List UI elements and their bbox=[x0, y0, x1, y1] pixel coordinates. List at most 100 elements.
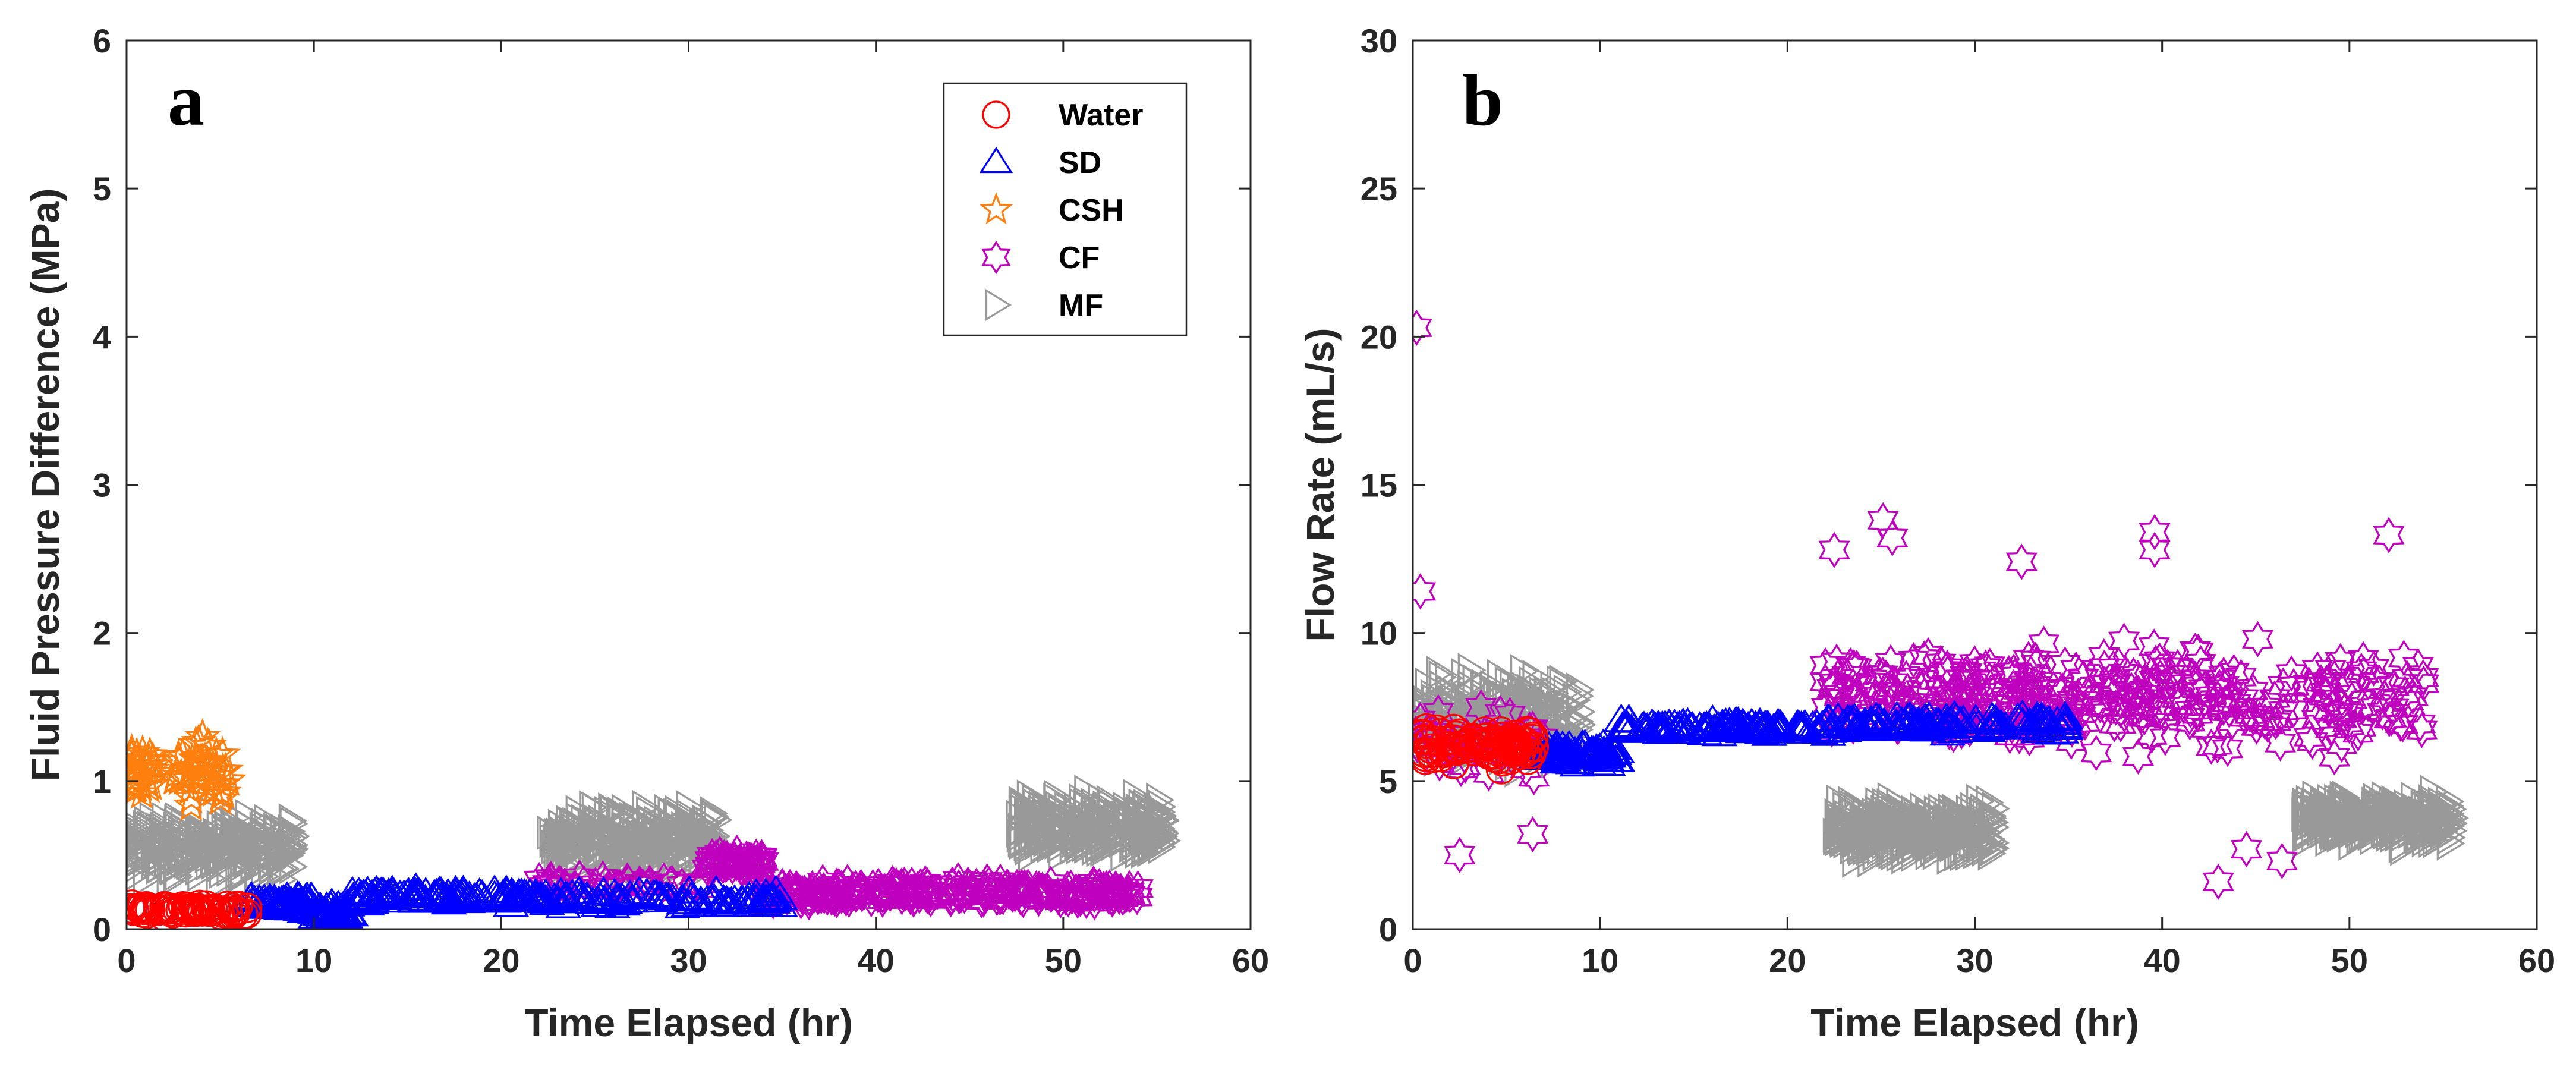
data-point-cf bbox=[728, 849, 761, 886]
data-point-sd bbox=[1999, 702, 2036, 731]
data-point-mf bbox=[230, 842, 259, 878]
data-point-mf bbox=[2405, 804, 2434, 839]
y-tick-label: 3 bbox=[93, 467, 111, 504]
data-point-cf bbox=[2088, 638, 2120, 675]
data-point-sd bbox=[1907, 702, 1944, 731]
data-point-water bbox=[217, 892, 248, 923]
y-tick-label: 10 bbox=[1361, 615, 1397, 652]
data-point-sd bbox=[504, 880, 541, 909]
data-point-sd bbox=[1858, 707, 1895, 737]
data-point-mf bbox=[136, 815, 165, 850]
data-point-cf bbox=[1854, 663, 1887, 701]
data-point-cf bbox=[707, 847, 739, 885]
data-point-cf bbox=[2149, 719, 2181, 756]
data-point-sd bbox=[1809, 703, 1846, 732]
data-point-mf bbox=[206, 866, 235, 901]
data-point-cf bbox=[936, 879, 968, 916]
data-point-mf bbox=[1547, 665, 1575, 700]
data-point-water bbox=[165, 894, 196, 926]
data-point-mf bbox=[700, 798, 729, 834]
data-point-mf bbox=[1138, 810, 1167, 845]
data-point-mf bbox=[1090, 832, 1119, 867]
panel-a: 0 10 20 30 40 50 60 0 1 2 3 4 5 6 Time Elapsed (hr) Flu… bbox=[23, 22, 1269, 1044]
legend: Water SD CSH CF MF bbox=[943, 82, 1188, 336]
data-point-mf bbox=[234, 832, 263, 867]
data-point-mf bbox=[634, 827, 663, 862]
data-point-cf bbox=[2155, 660, 2187, 698]
data-point-mf bbox=[1967, 804, 1996, 840]
data-point-cf bbox=[2174, 692, 2206, 729]
data-point-sd bbox=[1974, 710, 2012, 740]
data-point-mf bbox=[1139, 818, 1169, 853]
data-point-cf bbox=[1970, 649, 2002, 686]
data-point-mf bbox=[1866, 803, 1895, 838]
data-point-mf bbox=[2326, 810, 2354, 846]
data-point-sd bbox=[1976, 704, 2013, 734]
data-point-water bbox=[127, 893, 155, 924]
data-point-cf bbox=[2165, 656, 2197, 693]
legend-marker-sd bbox=[979, 146, 1013, 174]
data-points bbox=[127, 718, 1182, 929]
data-point-cf bbox=[2139, 514, 2171, 550]
data-point-cf bbox=[833, 881, 865, 918]
data-point-sd bbox=[1665, 711, 1702, 740]
data-point-mf bbox=[220, 820, 249, 855]
legend-item-csh: CSH bbox=[979, 192, 1124, 228]
x-tick-label: 10 bbox=[295, 942, 332, 979]
data-point-sd bbox=[1715, 712, 1752, 741]
data-point-cf bbox=[2296, 723, 2329, 760]
data-point-mf bbox=[224, 819, 253, 854]
data-point-sd bbox=[761, 888, 798, 917]
data-point-cf bbox=[1816, 670, 1848, 707]
data-point-sd bbox=[1608, 709, 1645, 737]
data-point-mf bbox=[228, 855, 257, 890]
data-point-cf bbox=[1818, 665, 1850, 701]
data-point-mf bbox=[1938, 793, 1966, 829]
data-point-water bbox=[1444, 730, 1475, 762]
data-point-cf bbox=[2313, 691, 2345, 729]
data-point-cf bbox=[2212, 731, 2244, 767]
data-point-mf bbox=[1947, 833, 1976, 869]
y-tick-label: 5 bbox=[1379, 763, 1397, 800]
data-point-sd bbox=[430, 877, 467, 907]
data-point-mf bbox=[1529, 676, 1558, 712]
data-point-sd bbox=[306, 896, 343, 925]
data-point-cf bbox=[1413, 573, 1437, 610]
data-point-mf bbox=[1022, 788, 1051, 823]
data-point-sd bbox=[1900, 708, 1936, 737]
data-point-water bbox=[1413, 725, 1439, 756]
data-point-sd bbox=[1603, 703, 1640, 732]
data-point-mf bbox=[1133, 793, 1162, 829]
data-point-cf bbox=[2139, 531, 2171, 568]
data-point-water bbox=[1413, 744, 1441, 775]
data-point-sd bbox=[417, 879, 454, 908]
data-point-cf bbox=[2331, 665, 2363, 701]
data-point-mf bbox=[598, 792, 627, 827]
legend-label: Water bbox=[1059, 98, 1144, 133]
data-point-mf bbox=[2381, 791, 2410, 826]
data-point-cf bbox=[2144, 693, 2177, 731]
data-point-mf bbox=[558, 830, 587, 866]
data-point-sd bbox=[1759, 710, 1796, 739]
data-point-mf bbox=[1519, 666, 1548, 701]
data-point-cf bbox=[1834, 647, 1866, 684]
data-point-cf bbox=[2397, 678, 2429, 715]
data-point-water bbox=[168, 891, 199, 922]
data-point-cf bbox=[895, 879, 927, 915]
data-point-mf bbox=[278, 803, 307, 838]
x-tick-label: 60 bbox=[2518, 942, 2555, 979]
y-tick-label: 0 bbox=[1379, 911, 1397, 948]
data-point-mf bbox=[581, 791, 610, 826]
data-point-cf bbox=[868, 873, 900, 910]
x-tick-label: 30 bbox=[670, 942, 707, 979]
data-point-cf bbox=[798, 877, 830, 914]
data-point-sd bbox=[1876, 711, 1913, 740]
x-tick-label: 50 bbox=[2331, 942, 2368, 979]
data-point-cf bbox=[1444, 836, 1476, 874]
data-point-csh bbox=[205, 773, 242, 808]
data-point-cf bbox=[2100, 689, 2132, 726]
data-point-cf bbox=[2406, 712, 2438, 748]
data-point-csh bbox=[173, 786, 210, 822]
data-point-mf bbox=[1045, 791, 1075, 826]
data-point-mf bbox=[127, 819, 153, 852]
